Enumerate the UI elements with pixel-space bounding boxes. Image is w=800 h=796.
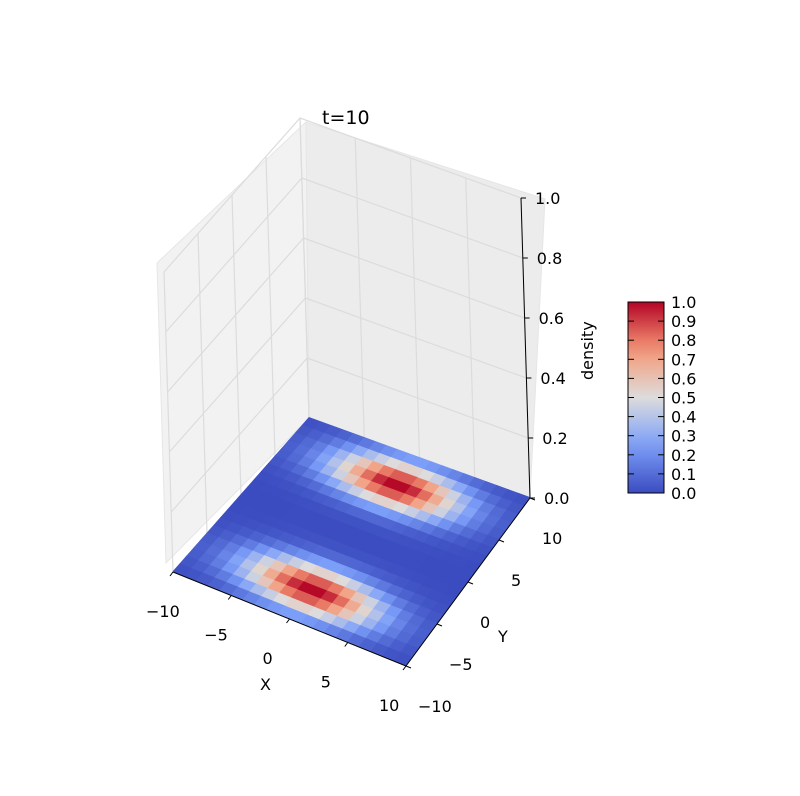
colorbar-tick-label: 0.7 (671, 350, 696, 369)
chart-title: t=10 (322, 107, 370, 129)
grid-line-y (197, 233, 208, 534)
y-tick-label: 5 (511, 571, 521, 590)
colorbar-tick-label: 1.0 (671, 293, 696, 312)
x-tick-label: 10 (379, 696, 399, 715)
y-tick-mark (405, 665, 412, 669)
z-tick-label: 1.0 (535, 189, 560, 208)
x-tick-mark (402, 665, 407, 671)
y-tick-labels: −10 −5 0 5 10 (405, 497, 562, 716)
x-tick-labels: −10 −5 0 5 10 (146, 571, 407, 715)
x-tick-mark (344, 642, 349, 647)
colorbar-tick-label: 0.0 (671, 484, 696, 503)
z-tick-label: 0.4 (540, 369, 565, 388)
colorbar-tick-labels: 0.00.10.20.30.40.50.60.70.80.91.0 (628, 293, 696, 503)
grid-line-z (165, 177, 524, 333)
y-tick-mark (436, 623, 443, 627)
colorbar-tick-label: 0.9 (671, 312, 696, 331)
y-tick-label: 0 (480, 613, 490, 632)
x-tick-mark (169, 571, 174, 577)
x-tick-mark (286, 618, 290, 624)
x-tick-label: 0 (263, 649, 273, 668)
x-tick-label: −10 (146, 602, 180, 621)
grid-line-y (299, 117, 310, 419)
grid-line-y (265, 156, 276, 457)
x-axis-label: X (260, 675, 271, 694)
y-axis-label: Y (497, 627, 508, 646)
x-tick-label: −5 (204, 626, 228, 645)
z-tick-label: 0.0 (544, 489, 569, 508)
grid-line-z (163, 117, 522, 273)
z-axis-line (520, 197, 531, 499)
surface-mesh (172, 417, 531, 666)
z-tick-label: 0.6 (539, 309, 564, 328)
y-tick-label: −10 (418, 697, 452, 716)
grid-line-x (465, 177, 476, 479)
colorbar-tick-label: 0.5 (671, 389, 696, 408)
y-tick-label: 10 (542, 529, 562, 548)
z-tick-label: 0.8 (537, 249, 562, 268)
grid-line-z (167, 237, 525, 393)
grid-line-y (163, 271, 174, 573)
y-tick-mark (467, 581, 474, 585)
z-tick-labels: 0.0 0.2 0.4 0.6 0.8 1.0 (521, 189, 569, 508)
grid-line-z (170, 357, 529, 513)
grid-line-x (354, 137, 365, 439)
x-tick-label: 5 (321, 673, 331, 692)
colorbar-tick-label: 0.6 (671, 369, 696, 388)
colorbar-tick-label: 0.4 (671, 408, 696, 427)
x-tick-mark (227, 595, 232, 600)
grid-line-y (231, 194, 242, 496)
colorbar-tick-label: 0.8 (671, 331, 696, 350)
z-axis-label: density (578, 321, 597, 380)
grid-line-x (409, 157, 421, 459)
y-tick-mark (498, 539, 505, 543)
z-tick-label: 0.2 (542, 429, 567, 448)
colorbar-tick-label: 0.1 (671, 465, 696, 484)
colorbar-tick-label: 0.3 (671, 427, 696, 446)
grid-line-z (168, 297, 527, 453)
colorbar-tick-label: 0.2 (671, 446, 696, 465)
y-tick-label: −5 (449, 655, 473, 674)
